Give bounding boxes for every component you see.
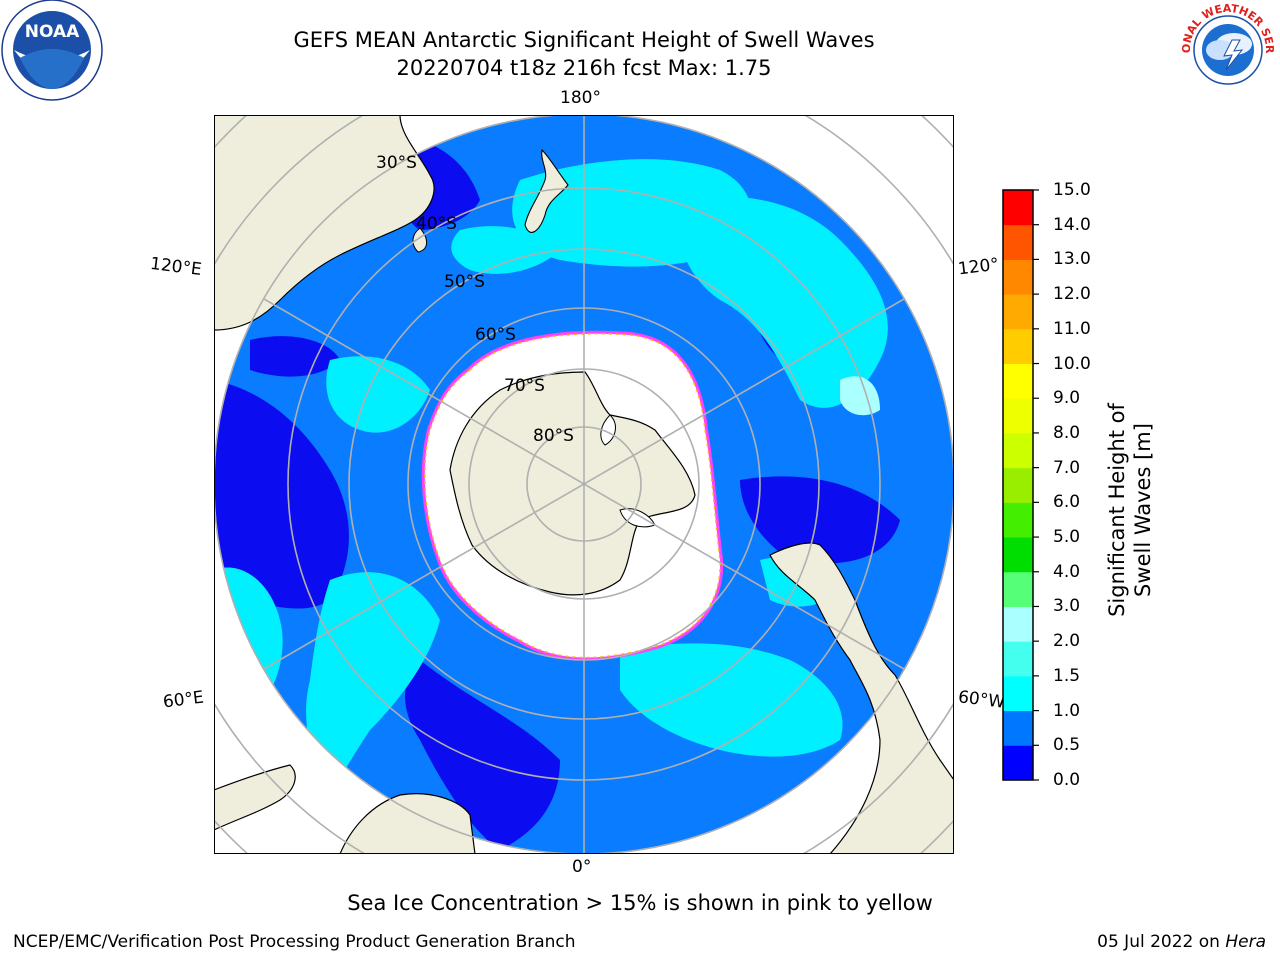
- chart-title: GEFS MEAN Antarctic Significant Height o…: [293, 28, 875, 52]
- colorbar-tick-label: 8.0: [1053, 422, 1081, 443]
- colorbar-segment: [1003, 398, 1033, 434]
- lon-label-120w: 120°: [956, 254, 1001, 280]
- footer-date-text: 05 Jul 2022 on: [1097, 932, 1226, 952]
- lon-label-120e: 120°E: [148, 253, 203, 281]
- graticule: [214, 115, 954, 854]
- footer-host: Hera: [1225, 932, 1266, 952]
- lat-label-30s: 30°S: [376, 153, 417, 173]
- colorbar-segment: [1003, 363, 1033, 399]
- svg-text:NOAA: NOAA: [25, 22, 80, 42]
- africa-landmass: [339, 793, 476, 854]
- new-zealand-landmass: [524, 148, 569, 233]
- colorbar-segment: [1003, 432, 1033, 469]
- colorbar-segment: [1003, 537, 1033, 573]
- lat-label-60s: 60°S: [475, 325, 516, 345]
- lat-label-40s: 40°S: [416, 214, 457, 234]
- colorbar-tick-label: 12.0: [1053, 284, 1091, 305]
- lat-label-70s: 70°S: [504, 376, 545, 396]
- lat-label-80s: 80°S: [533, 426, 574, 446]
- colorbar-tick-label: 15.0: [1053, 180, 1091, 200]
- colorbar-segment: [1003, 675, 1033, 712]
- colorbar-segment: [1003, 641, 1033, 677]
- colorbar-tick-label: 0.0: [1053, 770, 1081, 790]
- footer-branch: NCEP/EMC/Verification Post Processing Pr…: [13, 932, 576, 952]
- lon-label-60w: 60°W: [956, 687, 1006, 713]
- colorbar-tick-label: 2.0: [1053, 631, 1081, 652]
- colorbar-tick-label: 4.0: [1053, 561, 1081, 582]
- nws-logo: NATIONAL WEATHER SERVICE: [1176, 0, 1278, 100]
- colorbar-segment: [1003, 710, 1033, 746]
- colorbar: [1002, 189, 1039, 781]
- colorbar-segment: [1003, 190, 1033, 226]
- lon-label-60e: 60°E: [161, 687, 205, 713]
- colorbar-label: Significant Height of Swell Waves [m]: [1105, 403, 1155, 617]
- colorbar-tick-label: 5.0: [1053, 527, 1081, 548]
- lat-label-50s: 50°S: [444, 272, 485, 292]
- colorbar-segment: [1003, 294, 1033, 330]
- colorbar-segment: [1003, 502, 1033, 538]
- colorbar-frame: [1002, 189, 1034, 781]
- colorbar-tick-label: 10.0: [1053, 353, 1091, 374]
- colorbar-segment: [1003, 224, 1033, 260]
- map-panel: 30°S 40°S 50°S 60°S 70°S 80°S: [214, 115, 954, 854]
- colorbar-segment: [1003, 745, 1033, 781]
- colorbar-tick-label: 14.0: [1053, 214, 1091, 235]
- colorbar-tick-label: 9.0: [1053, 388, 1081, 409]
- sea-ice-note: Sea Ice Concentration > 15% is shown in …: [347, 891, 933, 915]
- noaa-logo: NOAA: [1, 0, 103, 101]
- colorbar-segment: [1003, 606, 1033, 642]
- colorbar-tick-label: 13.0: [1053, 249, 1091, 270]
- footer-date: 05 Jul 2022 on Hera: [1097, 932, 1266, 952]
- colorbar-segment: [1003, 259, 1033, 295]
- lon-label-0: 0°: [572, 857, 592, 877]
- australia-landmass: [214, 115, 435, 331]
- colorbar-segment: [1003, 328, 1033, 365]
- south-america-landmass: [769, 542, 954, 854]
- madagascar-landmass: [214, 764, 296, 831]
- colorbar-tick-label: 11.0: [1053, 318, 1091, 339]
- colorbar-tick-label: 1.0: [1053, 700, 1081, 721]
- chart-subtitle: 20220704 t18z 216h fcst Max: 1.75: [396, 56, 772, 80]
- colorbar-tick-label: 6.0: [1053, 492, 1081, 513]
- colorbar-tick-label: 7.0: [1053, 457, 1081, 478]
- colorbar-tick-label: 3.0: [1053, 596, 1081, 617]
- lon-label-180: 180°: [560, 88, 601, 108]
- colorbar-segment: [1003, 467, 1033, 503]
- colorbar-segment: [1003, 571, 1033, 607]
- colorbar-tick-label: 0.5: [1053, 735, 1081, 756]
- colorbar-tick-label: 1.5: [1053, 665, 1081, 686]
